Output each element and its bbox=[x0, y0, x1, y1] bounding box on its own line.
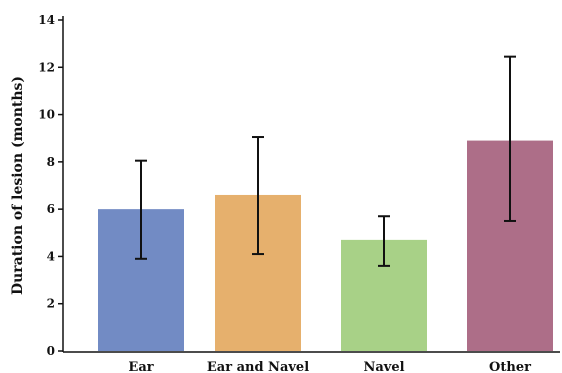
error-bar bbox=[135, 159, 147, 260]
y-axis-ticks: 0 2 4 6 8 10 12 14 bbox=[38, 13, 63, 358]
bars bbox=[98, 140, 553, 351]
x-axis-tick-labels: Ear Ear and Navel Navel Other bbox=[128, 360, 531, 373]
y-tick-label: 6 bbox=[47, 202, 55, 216]
axes bbox=[62, 16, 560, 353]
y-tick-label: 12 bbox=[38, 60, 55, 74]
x-tick-label: Ear and Navel bbox=[207, 360, 309, 373]
y-tick-label: 2 bbox=[47, 297, 55, 311]
x-tick-label: Ear bbox=[128, 360, 153, 373]
y-tick-label: 4 bbox=[47, 249, 55, 263]
y-tick-label: 0 bbox=[47, 344, 55, 358]
error-bar bbox=[504, 55, 516, 222]
y-tick-label: 14 bbox=[38, 13, 55, 27]
y-tick-label: 10 bbox=[38, 108, 55, 122]
y-axis-title: Duration of lesion (months) bbox=[10, 76, 26, 295]
x-tick-label: Navel bbox=[363, 360, 404, 373]
error-bar bbox=[252, 136, 264, 256]
x-tick-label: Other bbox=[489, 360, 531, 373]
y-tick-label: 8 bbox=[47, 155, 55, 169]
error-bar bbox=[378, 215, 390, 267]
error-bars bbox=[135, 55, 516, 267]
